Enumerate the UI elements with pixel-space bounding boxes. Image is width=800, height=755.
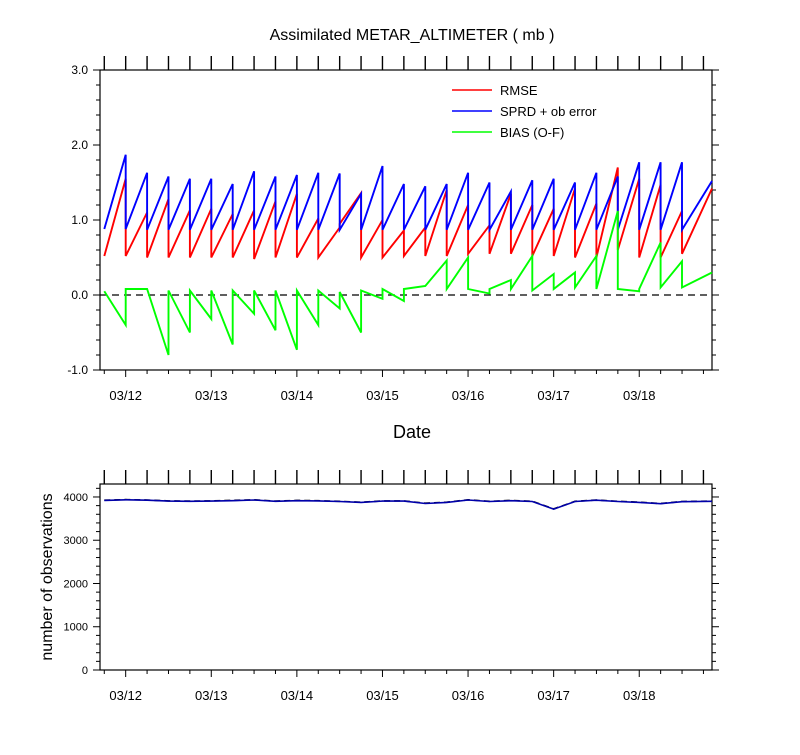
bottom-chart-y-tick-label: 2000 [64,578,88,590]
bottom-chart-plot-frame [99,483,713,671]
bottom-chart-y-tick-label: 0 [82,665,88,677]
top-chart-y-tick-label: -1.0 [67,363,88,377]
top-chart-x-tick-label: 03/14 [281,388,314,403]
bottom-chart-series-line-1 [104,498,713,510]
bottom-chart-y-tick-label: 4000 [64,492,88,504]
top-chart-x-axis-label: Date [393,422,431,442]
bottom-chart-x-tick-label: 03/13 [195,688,228,703]
top-chart-series-line-0 [103,167,713,262]
top-chart-x-tick-label: 03/17 [537,388,570,403]
top-chart-series-line-1 [103,154,713,234]
top-chart-legend: RMSE SPRD + ob error BIAS (O-F) [452,83,597,140]
top-chart-y-tick-label: 1.0 [71,213,88,227]
top-chart-legend-label: RMSE [500,83,538,98]
bottom-chart-x-tick-label: 03/18 [623,688,656,703]
bottom-chart-x-tick-label: 03/15 [366,688,399,703]
top-chart-x-tick-label: 03/15 [366,388,399,403]
bottom-chart-x-tick-label: 03/17 [537,688,570,703]
top-chart-legend-label: SPRD + ob error [500,104,597,119]
top-chart-legend-label: BIAS (O-F) [500,125,564,140]
bottom-chart-x-tick-label: 03/14 [281,688,314,703]
top-chart-x-tick-label: 03/12 [109,388,142,403]
bottom-chart-x-tick-label: 03/12 [109,688,142,703]
top-chart-y-tick-label: 3.0 [71,63,88,77]
bottom-chart-x-tick-label: 03/16 [452,688,485,703]
top-chart-y-tick-label: 2.0 [71,138,88,152]
top-chart-x-tick-label: 03/13 [195,388,228,403]
bottom-chart-y-axis-label: number of observations [39,493,56,660]
top-chart: -1.0 0.0 1.0 2.0 3.0 03/12 03/13 03/14 03/15 03/1… [67,56,719,403]
top-chart-x-tick-label: 03/18 [623,388,656,403]
bottom-chart-y-tick-label: 3000 [64,535,88,547]
top-chart-title: Assimilated METAR_ALTIMETER ( mb ) [270,27,555,44]
top-chart-y-tick-label: 0.0 [71,288,88,302]
bottom-chart-y-tick-label: 1000 [64,622,88,634]
top-chart-series-line-2 [103,210,713,356]
bottom-chart: 0 1000 2000 3000 4000 03/12 03/13 03/14 03/15 03/… [64,470,719,703]
top-chart-x-tick-label: 03/16 [452,388,485,403]
